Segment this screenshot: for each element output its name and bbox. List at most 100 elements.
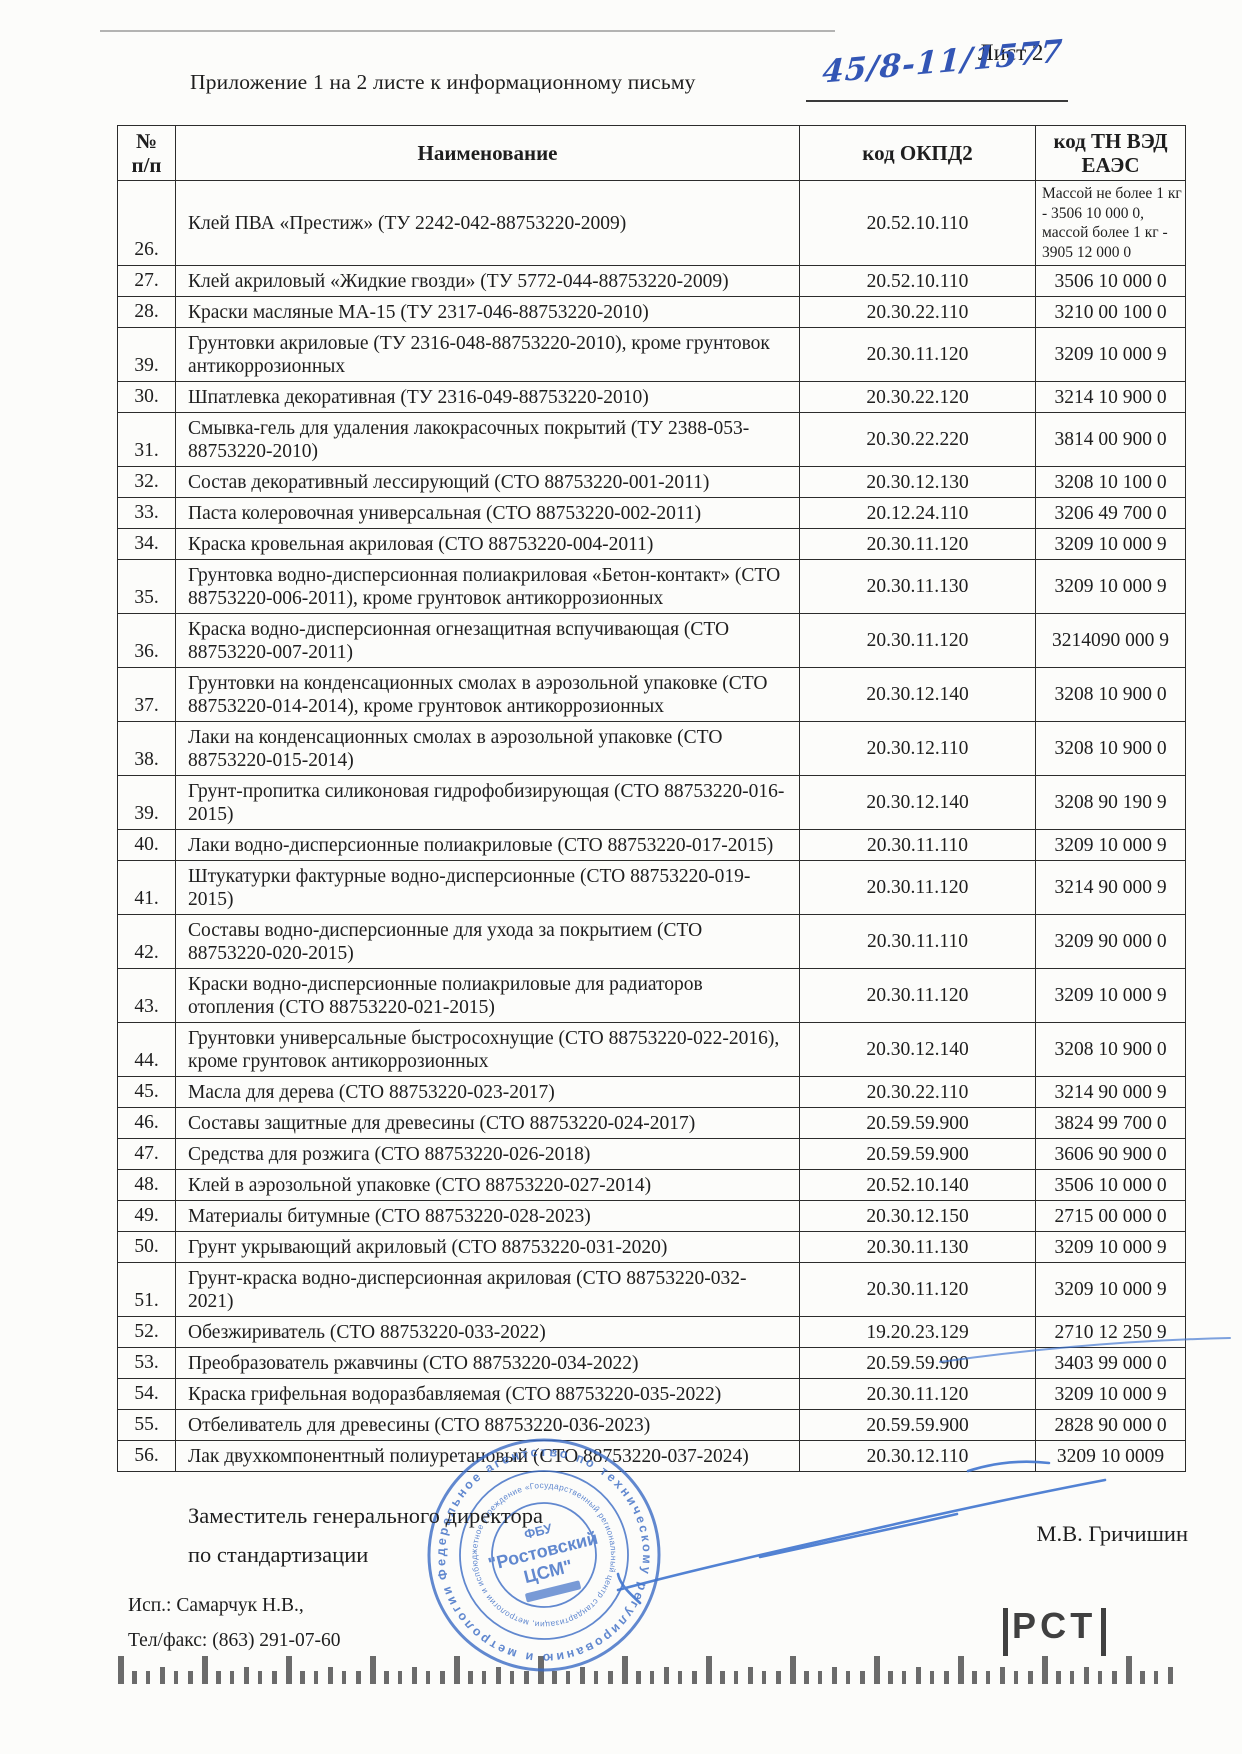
ruler-tick bbox=[930, 1671, 934, 1684]
rst-logo-left-bar bbox=[1003, 1608, 1008, 1656]
ruler-tick bbox=[230, 1671, 234, 1684]
stamp-center-bar bbox=[525, 1580, 581, 1603]
ruler-tick bbox=[454, 1656, 460, 1684]
cell-name: Клей ПВА «Престиж» (ТУ 2242-042-88753220… bbox=[175, 180, 800, 267]
cell-okpd2: 20.30.11.120 bbox=[799, 860, 1036, 916]
ruler-tick bbox=[846, 1671, 850, 1684]
cell-num: 36. bbox=[117, 613, 176, 669]
cell-num: 26. bbox=[117, 180, 176, 267]
cell-num: 32. bbox=[117, 466, 176, 499]
cell-tnved: 3214 10 900 0 bbox=[1035, 381, 1186, 414]
cell-okpd2: 20.30.22.120 bbox=[799, 381, 1036, 414]
ruler-tick bbox=[524, 1671, 529, 1684]
ruler-tick bbox=[202, 1656, 208, 1684]
cell-okpd2: 20.52.10.140 bbox=[799, 1169, 1036, 1202]
cell-num: 39. bbox=[117, 775, 176, 831]
table-row: 42. Составы водно-дисперсионные для ухода… bbox=[117, 914, 1186, 970]
ruler-tick bbox=[118, 1656, 124, 1684]
ruler-tick bbox=[832, 1667, 837, 1684]
cell-num: 54. bbox=[117, 1378, 176, 1411]
cell-num: 53. bbox=[117, 1347, 176, 1380]
cell-tnved: Массой не более 1 кг - 3506 10 000 0, ма… bbox=[1035, 180, 1186, 267]
cell-num: 55. bbox=[117, 1409, 176, 1442]
ruler-tick bbox=[580, 1667, 585, 1684]
cell-num: 37. bbox=[117, 667, 176, 723]
ruler-tick bbox=[510, 1671, 514, 1684]
table-row: 27. Клей акриловый «Жидкие гвозди» (ТУ 57… bbox=[117, 265, 1186, 298]
cell-tnved: 3206 49 700 0 bbox=[1035, 497, 1186, 530]
bottom-tick-ruler bbox=[118, 1648, 1178, 1684]
scan-artifact-line bbox=[100, 30, 835, 32]
table-row: 49. Материалы битумные (СТО 88753220-028-… bbox=[117, 1200, 1186, 1233]
cell-tnved: 2710 12 250 9 bbox=[1035, 1316, 1186, 1349]
cell-tnved: 3208 10 100 0 bbox=[1035, 466, 1186, 499]
cell-num: 41. bbox=[117, 860, 176, 916]
table-row: 35. Грунтовка водно-дисперсионная полиакр… bbox=[117, 559, 1186, 615]
ruler-tick bbox=[762, 1671, 766, 1684]
executor-block: Исп.: Самарчук Н.В., Тел/факс: (863) 291… bbox=[128, 1589, 341, 1658]
cell-okpd2: 20.30.12.140 bbox=[799, 667, 1036, 723]
cell-okpd2: 20.30.22.220 bbox=[799, 412, 1036, 468]
ruler-tick bbox=[174, 1671, 178, 1684]
cell-num: 50. bbox=[117, 1231, 176, 1264]
ruler-tick bbox=[440, 1671, 445, 1684]
cell-name: Составы водно-дисперсионные для ухода за… bbox=[175, 914, 800, 970]
cell-okpd2: 20.59.59.900 bbox=[799, 1138, 1036, 1171]
rst-logo-right-bar bbox=[1101, 1608, 1107, 1656]
table-row: 40. Лаки водно-дисперсионные полиакриловы… bbox=[117, 829, 1186, 862]
table-row: 46. Составы защитные для древесины (СТО 8… bbox=[117, 1107, 1186, 1140]
header-num-line1: № bbox=[135, 129, 158, 153]
cell-okpd2: 20.30.11.120 bbox=[799, 1378, 1036, 1411]
cell-name: Клей в аэрозольной упаковке (СТО 8875322… bbox=[175, 1169, 800, 1202]
cell-tnved: 3209 90 000 0 bbox=[1035, 914, 1186, 970]
cell-name: Краска грифельная водоразбавляемая (СТО … bbox=[175, 1378, 800, 1411]
ruler-tick bbox=[986, 1671, 990, 1684]
cell-okpd2: 20.52.10.110 bbox=[799, 265, 1036, 298]
ruler-tick bbox=[356, 1671, 361, 1684]
cell-tnved: 3209 10 000 9 bbox=[1035, 1231, 1186, 1264]
ruler-tick bbox=[216, 1671, 221, 1684]
cell-okpd2: 20.59.59.900 bbox=[799, 1347, 1036, 1380]
cell-tnved: 3209 10 000 9 bbox=[1035, 1262, 1186, 1318]
header-num: № п/п bbox=[117, 124, 176, 182]
document-title: Приложение 1 на 2 листе к информационном… bbox=[190, 70, 696, 94]
table-row: 36. Краска водно-дисперсионная огнезащитн… bbox=[117, 613, 1186, 669]
ruler-tick bbox=[1014, 1671, 1018, 1684]
ruler-tick bbox=[1070, 1671, 1074, 1684]
ruler-tick bbox=[146, 1671, 150, 1684]
table-row: 45. Масла для дерева (СТО 88753220-023-20… bbox=[117, 1076, 1186, 1109]
cell-name: Штукатурки фактурные водно-дисперсионные… bbox=[175, 860, 800, 916]
cell-name: Грунтовки универсальные быстросохнущие (… bbox=[175, 1022, 800, 1078]
ruler-tick bbox=[622, 1656, 628, 1684]
signature-secondary-stroke bbox=[758, 1512, 959, 1559]
ruler-tick bbox=[692, 1671, 697, 1684]
table-header-row: № п/п Наименование код ОКПД2 код ТН ВЭД … bbox=[117, 124, 1186, 182]
ruler-tick bbox=[1000, 1667, 1005, 1684]
cell-okpd2: 20.30.11.120 bbox=[799, 1262, 1036, 1318]
table-row: 26. Клей ПВА «Престиж» (ТУ 2242-042-88753… bbox=[117, 180, 1186, 267]
ruler-tick bbox=[132, 1671, 137, 1684]
cell-num: 51. bbox=[117, 1262, 176, 1318]
table-row: 44. Грунтовки универсальные быстросохнущи… bbox=[117, 1022, 1186, 1078]
cell-num: 34. bbox=[117, 528, 176, 561]
table-row: 52. Обезжириватель (СТО 88753220-033-2022… bbox=[117, 1316, 1186, 1349]
cell-okpd2: 20.30.12.140 bbox=[799, 775, 1036, 831]
cell-name: Смывка-гель для удаления лакокрасочных п… bbox=[175, 412, 800, 468]
table-row: 39. Грунтовки акриловые (ТУ 2316-048-8875… bbox=[117, 327, 1186, 383]
ruler-tick bbox=[188, 1671, 193, 1684]
table-row: 33. Паста колеровочная универсальная (СТО… bbox=[117, 497, 1186, 530]
cell-tnved: 3209 10 000 9 bbox=[1035, 528, 1186, 561]
table-row: 31. Смывка-гель для удаления лакокрасочны… bbox=[117, 412, 1186, 468]
ruler-tick bbox=[412, 1667, 417, 1684]
cell-tnved: 3208 90 190 9 bbox=[1035, 775, 1186, 831]
ruler-tick bbox=[972, 1671, 977, 1684]
cell-name: Материалы битумные (СТО 88753220-028-202… bbox=[175, 1200, 800, 1233]
cell-okpd2: 19.20.23.129 bbox=[799, 1316, 1036, 1349]
cell-num: 56. bbox=[117, 1440, 176, 1473]
ruler-tick bbox=[1084, 1667, 1089, 1684]
ruler-tick bbox=[1126, 1656, 1132, 1684]
cell-okpd2: 20.30.12.140 bbox=[799, 1022, 1036, 1078]
cell-num: 35. bbox=[117, 559, 176, 615]
cell-name: Составы защитные для древесины (СТО 8875… bbox=[175, 1107, 800, 1140]
table-row: 30. Шпатлевка декоративная (ТУ 2316-049-8… bbox=[117, 381, 1186, 414]
